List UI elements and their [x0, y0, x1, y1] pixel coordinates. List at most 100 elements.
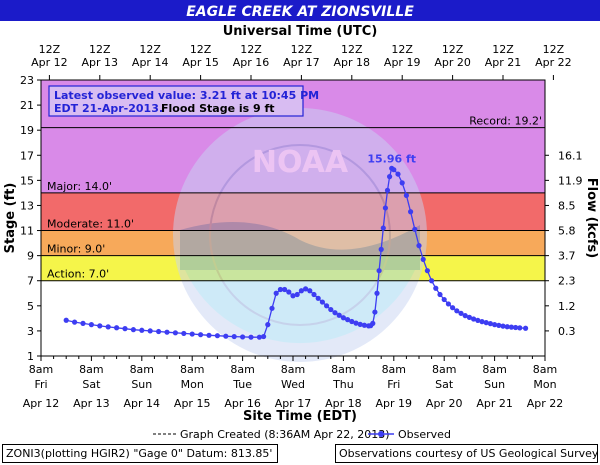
x-tick-day: Wed: [281, 378, 305, 391]
observed-point: [164, 329, 170, 335]
x-tick-time: 8am: [130, 363, 154, 376]
observed-point: [189, 331, 195, 337]
x2-tick-date: Apr 18: [334, 56, 371, 69]
y-tick-label: 23: [20, 74, 34, 87]
observed-point: [361, 322, 367, 328]
observed-point: [483, 320, 489, 326]
y2-tick-label: 0.3: [558, 325, 576, 338]
y-tick-label: 21: [20, 99, 34, 112]
threshold-label-action: Action: 7.0': [47, 268, 109, 281]
observed-point: [97, 323, 103, 329]
observed-point: [114, 325, 120, 331]
legend-marker: [378, 431, 384, 437]
observed-point: [147, 328, 153, 334]
x-tick-day: Sun: [484, 378, 505, 391]
observed-point: [458, 310, 464, 316]
x-tick-date: Apr 16: [224, 397, 261, 410]
x-tick-time: 8am: [79, 363, 103, 376]
observed-point: [315, 295, 321, 301]
observed-point: [475, 317, 481, 323]
x-tick-day: Fri: [34, 378, 47, 391]
x-tick-time: 8am: [331, 363, 355, 376]
y-tick-label: 9: [27, 250, 34, 263]
stage-axis-title: Stage (ft): [3, 183, 18, 254]
observed-point: [376, 268, 382, 274]
x2-tick-time: 12Z: [39, 43, 61, 56]
peak-label: 15.96 ft: [367, 152, 416, 165]
x2-tick-date: Apr 14: [132, 56, 169, 69]
legend-created: Graph Created (8:36AM Apr 22, 2013): [180, 428, 390, 441]
x-tick-date: Apr 18: [325, 397, 362, 410]
threshold-label-major: Major: 14.0': [47, 180, 112, 193]
observed-point: [504, 324, 510, 330]
y-tick-label: 15: [20, 174, 34, 187]
x-tick-time: 8am: [432, 363, 456, 376]
observed-point: [223, 333, 229, 339]
observed-point: [231, 333, 237, 340]
observed-point: [269, 305, 275, 311]
x-tick-date: Apr 14: [124, 397, 161, 410]
x-tick-date: Apr 20: [426, 397, 463, 410]
x-tick-day: Fri: [387, 378, 400, 391]
observed-point: [340, 315, 346, 321]
x2-tick-time: 12Z: [89, 43, 111, 56]
x-tick-time: 8am: [533, 363, 557, 376]
observed-point: [324, 303, 330, 309]
observed-point: [412, 226, 418, 232]
observed-point: [357, 321, 363, 327]
observed-point: [353, 320, 359, 326]
observed-point: [492, 322, 498, 328]
observed-point: [370, 320, 376, 326]
x-tick-date: Apr 12: [23, 397, 60, 410]
observed-point: [517, 325, 523, 331]
observed-point: [105, 324, 111, 330]
x-tick-day: Tue: [232, 378, 252, 391]
observed-point: [139, 327, 145, 333]
observed-point: [332, 310, 338, 316]
observed-point: [290, 293, 296, 299]
latest-value-text: Latest observed value: 3.21 ft at 10:45 …: [54, 89, 319, 102]
observed-point: [391, 167, 397, 173]
observed-point: [328, 306, 334, 313]
observed-point: [437, 291, 443, 298]
observed-point: [429, 278, 435, 284]
legend-observed: Observed: [398, 428, 451, 441]
flow-axis-title: Flow (kcfs): [584, 178, 599, 258]
utc-axis-title: Universal Time (UTC): [223, 24, 378, 39]
info-box: Latest observed value: 3.21 ft at 10:45 …: [48, 85, 319, 117]
observed-point: [294, 291, 300, 298]
observed-point: [454, 308, 460, 314]
observed-point: [403, 192, 409, 199]
observed-point: [256, 334, 262, 340]
observed-point: [522, 325, 529, 331]
observed-point: [513, 324, 519, 331]
x-tick-date: Apr 21: [476, 397, 513, 410]
x-tick-day: Thu: [332, 378, 354, 391]
y2-tick-label: 11.9: [558, 174, 583, 187]
flood-thresholds: Record: 19.2' Major: 14.0' Moderate: 11.0'…: [41, 115, 545, 282]
x2-tick-time: 12Z: [543, 43, 565, 56]
observed-point: [172, 330, 178, 336]
x2-tick-date: Apr 19: [384, 56, 421, 69]
observed-point: [471, 316, 477, 322]
observed-point: [433, 285, 439, 291]
y-tick-label: 13: [20, 199, 34, 212]
observed-point: [72, 319, 78, 325]
chart-title: EAGLE CREEK AT ZIONSVILLE: [186, 4, 414, 20]
observed-point: [307, 288, 313, 294]
observed-point: [80, 320, 86, 326]
observed-point: [265, 322, 271, 328]
observed-point: [420, 256, 426, 262]
x2-tick-time: 12Z: [190, 43, 212, 56]
x2-tick-time: 12Z: [391, 43, 413, 56]
x2-tick-time: 12Z: [442, 43, 464, 56]
observed-point: [130, 327, 136, 333]
x-tick-time: 8am: [482, 363, 506, 376]
observed-point: [378, 246, 384, 252]
observed-point: [479, 319, 485, 325]
observed-point: [261, 333, 267, 340]
x2-tick-date: Apr 22: [535, 56, 572, 69]
observed-point: [382, 205, 388, 211]
threshold-label-record: Record: 19.2': [469, 115, 542, 128]
